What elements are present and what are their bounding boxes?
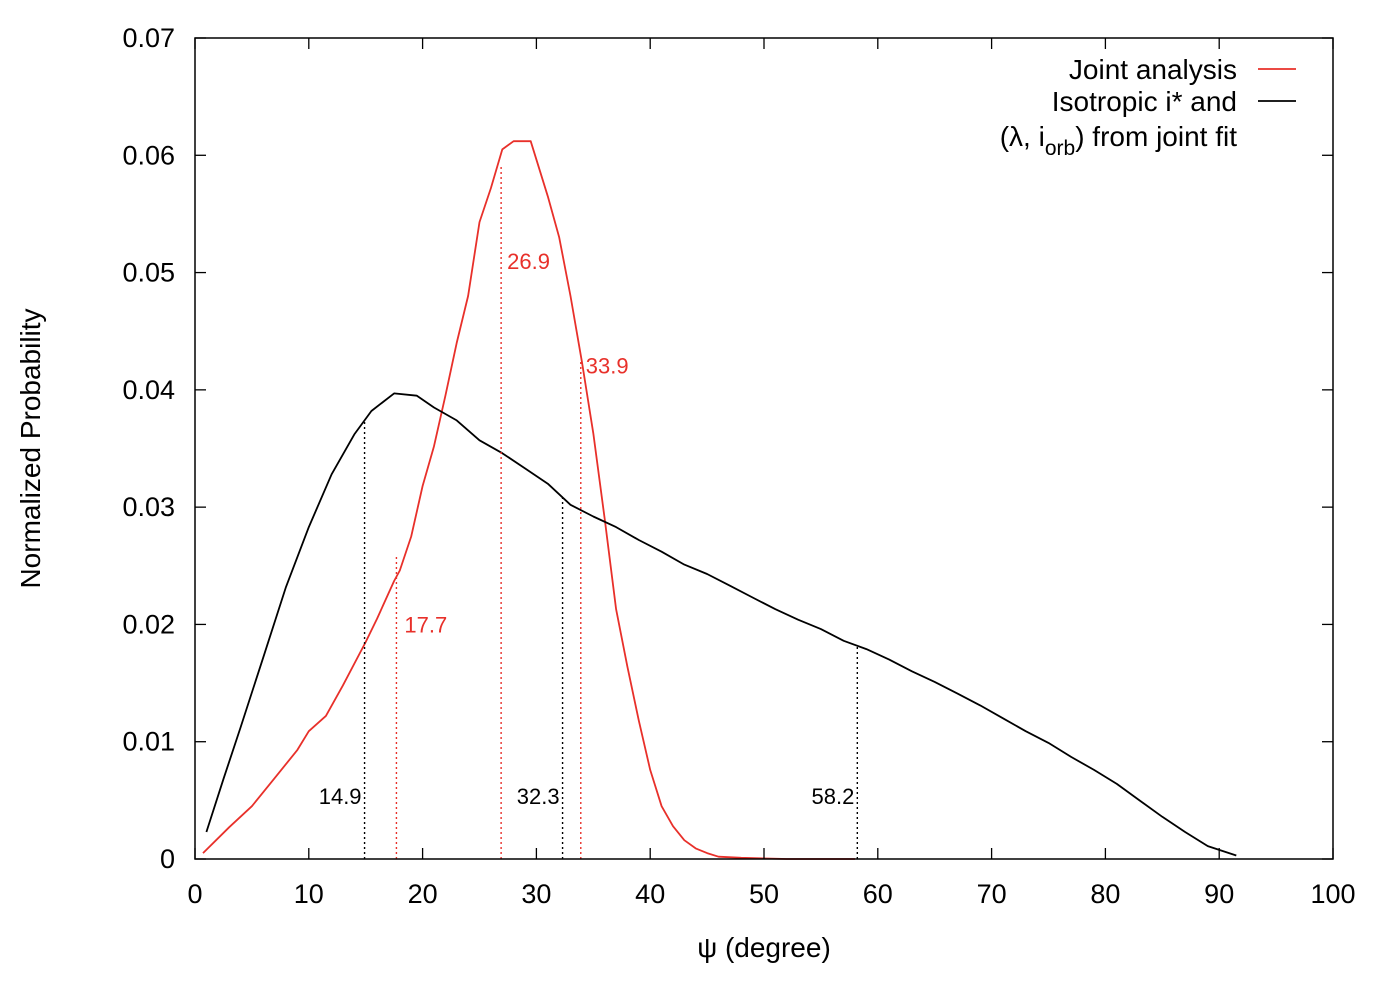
x-tick-label: 50 [749, 879, 779, 909]
legend-entry-joint-analysis: Joint analysis [1069, 54, 1237, 85]
y-axis: 0 0.01 0.02 0.03 0.04 0.05 0.06 0.07 [122, 23, 1333, 874]
marker-label: 32.3 [517, 784, 560, 809]
y-axis-title: Normalized Probability [15, 308, 46, 588]
plot-area: 14.9 32.3 58.2 17.7 26.9 33.9 [202, 140, 1237, 860]
legend-text-part2: ) from joint fit [1075, 121, 1237, 152]
x-tick-label: 60 [863, 879, 893, 909]
marker-label: 17.7 [404, 613, 447, 638]
series-line-0 [202, 140, 855, 860]
legend-subscript-orb: orb [1045, 137, 1075, 160]
legend-entry-isotropic-line2: (λ, iorb) from joint fit [1000, 121, 1237, 160]
y-tick-label: 0.01 [122, 727, 175, 757]
y-tick-label: 0.07 [122, 23, 175, 53]
legend-entry-isotropic: Isotropic i* and [1052, 86, 1237, 117]
series-line-1 [205, 392, 1237, 857]
x-tick-label: 30 [521, 879, 551, 909]
marker-label: 14.9 [319, 784, 362, 809]
x-tick-label: 20 [408, 879, 438, 909]
legend: Joint analysis Isotropic i* and (λ, iorb… [1000, 54, 1296, 160]
x-tick-label: 70 [977, 879, 1007, 909]
y-tick-label: 0.02 [122, 609, 175, 639]
y-tick-label: 0.04 [122, 375, 175, 405]
x-tick-label: 80 [1090, 879, 1120, 909]
x-tick-label: 0 [187, 879, 202, 909]
plot-frame [194, 37, 1334, 860]
x-tick-label: 10 [294, 879, 324, 909]
marker-label: 58.2 [811, 784, 854, 809]
marker-label: 33.9 [586, 353, 629, 378]
x-tick-label: 100 [1310, 879, 1355, 909]
x-tick-label: 40 [635, 879, 665, 909]
x-axis-title: ψ (degree) [697, 932, 831, 963]
y-tick-label: 0 [160, 844, 175, 874]
x-tick-label: 90 [1204, 879, 1234, 909]
x-axis: 0 10 20 30 40 50 60 70 80 90 100 [187, 38, 1356, 909]
legend-text-part1: (λ, i [1000, 121, 1045, 152]
y-tick-label: 0.03 [122, 492, 175, 522]
y-tick-label: 0.06 [122, 140, 175, 170]
marker-label: 26.9 [507, 249, 550, 274]
y-tick-label: 0.05 [122, 258, 175, 288]
